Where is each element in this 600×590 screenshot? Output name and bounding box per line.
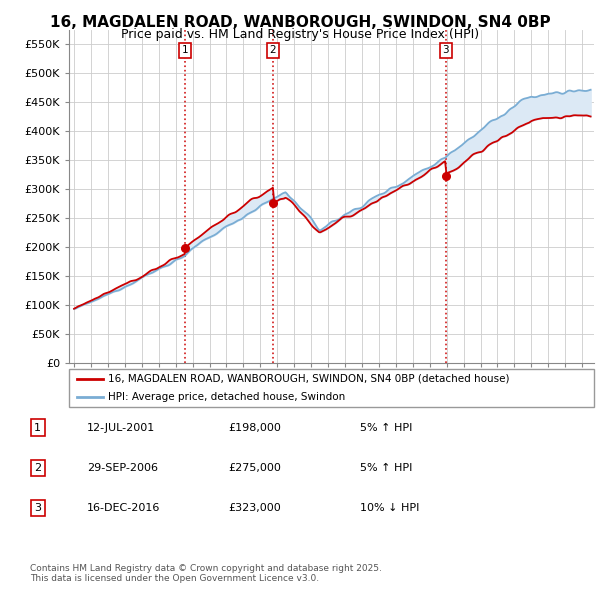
Text: 16-DEC-2016: 16-DEC-2016 — [87, 503, 160, 513]
Text: Price paid vs. HM Land Registry's House Price Index (HPI): Price paid vs. HM Land Registry's House … — [121, 28, 479, 41]
Text: 2: 2 — [269, 45, 276, 55]
Text: 5% ↑ HPI: 5% ↑ HPI — [360, 423, 412, 432]
FancyBboxPatch shape — [69, 369, 594, 407]
Text: 29-SEP-2006: 29-SEP-2006 — [87, 463, 158, 473]
Text: 3: 3 — [34, 503, 41, 513]
Text: 16, MAGDALEN ROAD, WANBOROUGH, SWINDON, SN4 0BP: 16, MAGDALEN ROAD, WANBOROUGH, SWINDON, … — [50, 15, 550, 30]
Text: £198,000: £198,000 — [228, 423, 281, 432]
Text: Contains HM Land Registry data © Crown copyright and database right 2025.
This d: Contains HM Land Registry data © Crown c… — [30, 563, 382, 583]
Text: £323,000: £323,000 — [228, 503, 281, 513]
Text: 16, MAGDALEN ROAD, WANBOROUGH, SWINDON, SN4 0BP (detached house): 16, MAGDALEN ROAD, WANBOROUGH, SWINDON, … — [109, 373, 510, 384]
Text: 3: 3 — [443, 45, 449, 55]
Text: 2: 2 — [34, 463, 41, 473]
Text: 12-JUL-2001: 12-JUL-2001 — [87, 423, 155, 432]
Text: 5% ↑ HPI: 5% ↑ HPI — [360, 463, 412, 473]
Text: 10% ↓ HPI: 10% ↓ HPI — [360, 503, 419, 513]
Text: HPI: Average price, detached house, Swindon: HPI: Average price, detached house, Swin… — [109, 392, 346, 402]
Text: 1: 1 — [34, 423, 41, 432]
Text: 1: 1 — [181, 45, 188, 55]
Text: £275,000: £275,000 — [228, 463, 281, 473]
